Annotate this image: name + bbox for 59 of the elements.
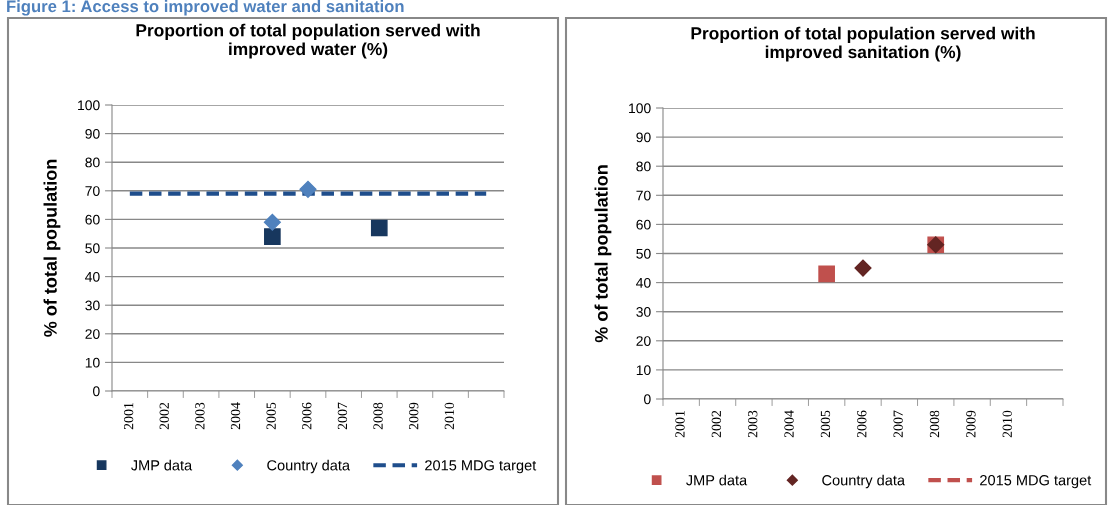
x-tick-label: 2003 <box>748 410 758 438</box>
y-tick-label: 80 <box>85 157 100 168</box>
y-tick-label: 10 <box>85 357 100 368</box>
y-tick-label: 60 <box>85 214 100 225</box>
x-tick-label: 2006 <box>302 402 312 430</box>
x-tick-label: 2001 <box>123 402 134 430</box>
chart-title: Proportion of total population served with improved sanitation (%) <box>691 26 1035 62</box>
y-tick-label: 20 <box>85 329 100 339</box>
x-tick-label: 2006 <box>857 410 867 438</box>
caption: Figure 1: Access to improved water and sanitation <box>7 0 404 16</box>
x-tick-label: 2010 <box>444 402 455 430</box>
point <box>299 180 317 198</box>
y-tick-label: 40 <box>636 277 651 288</box>
x-tick-label: 2008 <box>373 402 383 430</box>
x-tick-label: 2009 <box>966 410 976 438</box>
y-tick-label: 50 <box>85 243 100 254</box>
legend-label: Country data <box>822 474 906 489</box>
point <box>370 219 388 237</box>
y-tick-label: 30 <box>636 307 651 317</box>
y-tick-label: 20 <box>636 336 651 346</box>
x-tick-label: 2005 <box>266 402 276 430</box>
point <box>263 213 281 231</box>
chart-title: Proportion of total population served with improved water (%) <box>136 23 480 59</box>
y-tick-label: 100 <box>629 103 651 114</box>
y-tick-label: 50 <box>636 248 651 259</box>
x-tick-label: 2003 <box>195 402 205 430</box>
x-tick-label: 2010 <box>1002 410 1012 438</box>
y-tick-label: 30 <box>85 300 100 311</box>
legend-label: JMP data <box>131 459 193 471</box>
x-tick-label: 2008 <box>929 410 940 438</box>
x-tick-label: 2002 <box>159 402 169 430</box>
x-tick-label: 2007 <box>337 402 348 430</box>
y-tick-label: 90 <box>85 128 100 139</box>
y-axis-title: % of total population <box>43 159 61 337</box>
y-tick-label: 0 <box>93 386 100 397</box>
y-tick-label: 60 <box>636 219 651 230</box>
y-tick-label: 100 <box>78 100 100 111</box>
x-tick-label: 2002 <box>711 410 722 438</box>
y-tick-label: 40 <box>85 271 100 282</box>
legend-label: 2015 MDG target <box>980 475 1092 489</box>
legend-label: 2015 MDG target <box>425 460 537 474</box>
point <box>818 265 835 283</box>
y-tick-label: 70 <box>636 190 651 201</box>
y-tick-label: 80 <box>636 161 651 172</box>
x-tick-label: 2004 <box>784 410 794 438</box>
x-tick-label: 2001 <box>675 410 685 438</box>
y-tick-label: 10 <box>636 365 651 376</box>
x-tick-label: 2004 <box>230 402 241 430</box>
x-tick-label: 2007 <box>893 410 903 438</box>
x-tick-label: 2009 <box>409 402 419 430</box>
y-tick-label: 70 <box>85 186 100 196</box>
x-tick-label: 2005 <box>820 410 831 438</box>
y-tick-label: 0 <box>644 394 651 405</box>
y-axis-title: % of total population <box>594 165 612 343</box>
legend-label: JMP data <box>686 474 748 486</box>
legend-label: Country data <box>267 459 351 474</box>
y-tick-label: 90 <box>636 132 651 143</box>
point <box>264 228 281 245</box>
point <box>854 259 872 277</box>
